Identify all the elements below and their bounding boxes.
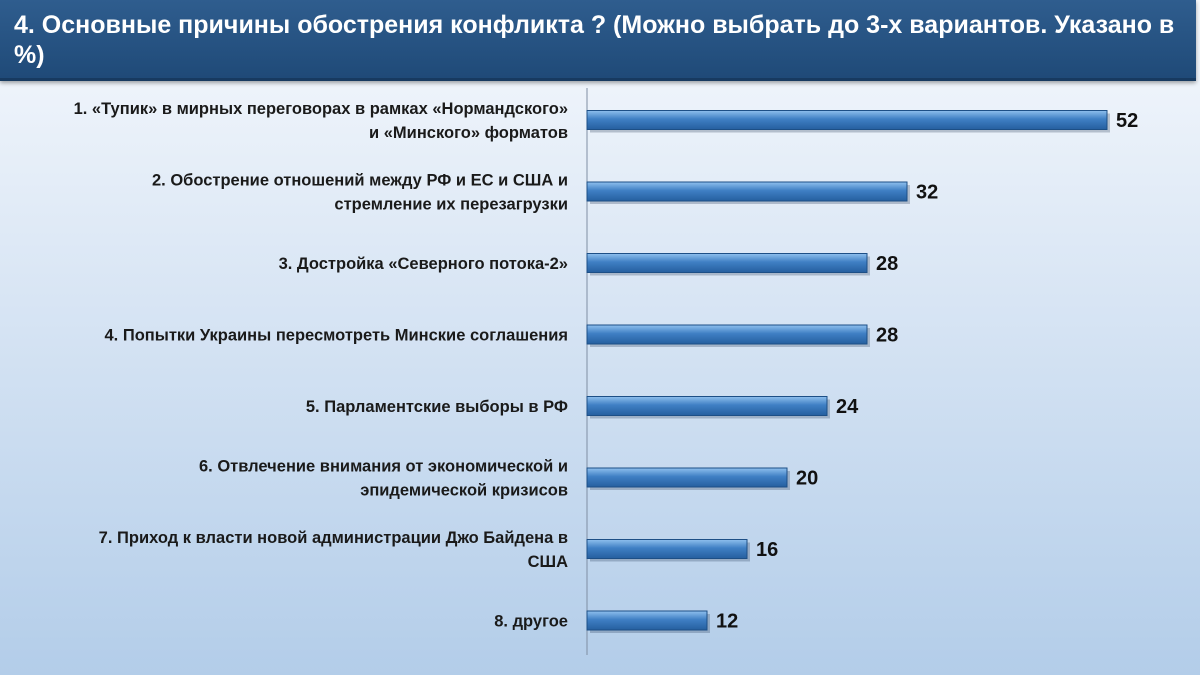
category-label-8: 8. другое	[494, 613, 568, 631]
value-label-3: 28	[876, 253, 898, 275]
bar-3	[586, 253, 868, 273]
bar-4	[586, 324, 868, 345]
header-bar: 4. Основные причины обострения конфликта…	[0, 0, 1196, 81]
bar-2	[586, 181, 908, 202]
category-label-6-line-2: эпидемической кризисов	[360, 482, 568, 500]
category-label-3: 3. Достройка «Северного потока-2»	[279, 255, 568, 273]
category-label-4: 4. Попытки Украины пересмотреть Минские …	[104, 327, 568, 345]
category-label-7-line-2: США	[528, 553, 568, 571]
value-label-2: 32	[916, 182, 938, 204]
value-label-7: 16	[756, 539, 778, 561]
bar-7	[586, 539, 748, 559]
category-label-1-line-1: 1. «Тупик» в мирных переговорах в рамках…	[74, 100, 568, 118]
value-label-8: 12	[716, 611, 738, 633]
value-label-1: 52	[1116, 110, 1138, 132]
category-label-6-line-1: 6. Отвлечение внимания от экономической …	[199, 458, 568, 476]
category-label-1-line-2: и «Минского» форматов	[369, 124, 568, 142]
value-label-5: 24	[836, 396, 859, 418]
bar-6	[586, 467, 788, 488]
category-label-5: 5. Парламентские выборы в РФ	[306, 398, 568, 416]
category-label-2-line-2: стремление их перезагрузки	[334, 196, 568, 214]
bar-8	[586, 610, 708, 631]
slide-title: 4. Основные причины обострения конфликта…	[14, 11, 1175, 69]
value-label-4: 28	[876, 325, 898, 347]
bar-1	[586, 110, 1108, 130]
value-label-6: 20	[796, 468, 818, 490]
category-label-7-line-1: 7. Приход к власти новой администрации Д…	[99, 529, 568, 547]
category-label-2-line-1: 2. Обострение отношений между РФ и ЕС и …	[152, 172, 568, 190]
bar-5	[586, 396, 828, 416]
